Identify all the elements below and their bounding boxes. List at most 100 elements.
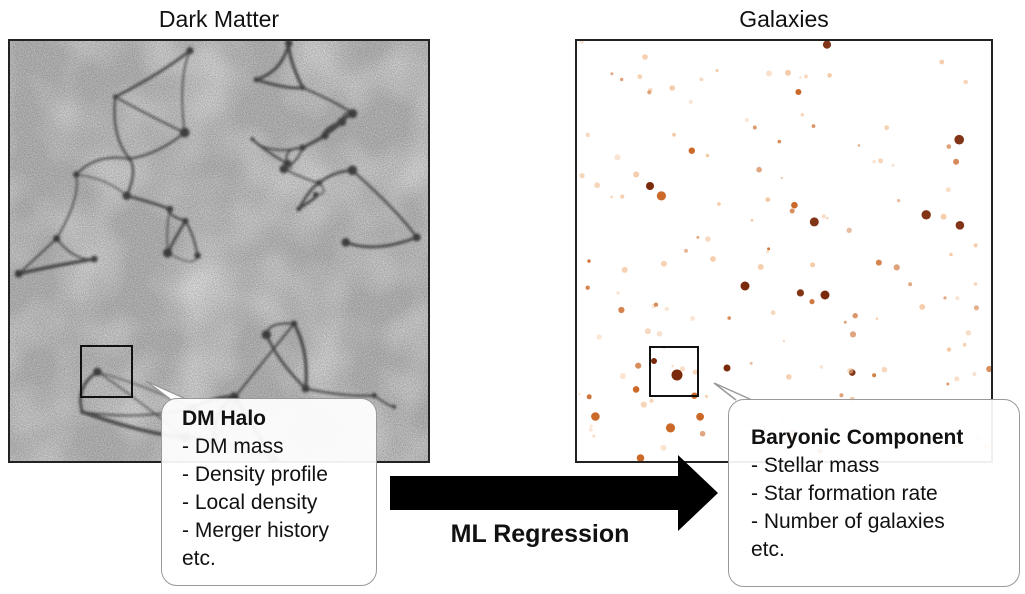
galaxy-dot bbox=[578, 392, 581, 396]
galaxy-dot bbox=[878, 158, 884, 164]
galaxy-dot bbox=[679, 366, 686, 372]
galaxies-title: Galaxies bbox=[739, 6, 829, 32]
galaxy-dot bbox=[660, 260, 667, 267]
galaxy-dot bbox=[973, 282, 978, 286]
dark-matter-title: Dark Matter bbox=[158, 6, 280, 32]
galaxy-dot bbox=[965, 330, 972, 336]
galaxy-dot bbox=[705, 153, 710, 158]
galaxy-dot bbox=[822, 41, 832, 49]
galaxy-dot bbox=[972, 372, 977, 377]
galaxy-dot bbox=[640, 401, 647, 408]
galaxy-dot bbox=[919, 304, 926, 310]
galaxy-dot bbox=[744, 118, 749, 122]
galaxy-dot bbox=[749, 361, 753, 365]
galaxy-dot bbox=[973, 305, 979, 311]
galaxy-dot bbox=[954, 376, 960, 382]
galaxy-dot bbox=[752, 125, 757, 130]
galaxy-dot bbox=[780, 176, 783, 180]
galaxy-dot bbox=[954, 134, 964, 145]
galaxy-dot bbox=[821, 214, 826, 219]
galaxy-dot bbox=[827, 73, 832, 78]
galaxy-dot bbox=[651, 358, 657, 364]
galaxy-dot bbox=[770, 310, 776, 316]
galaxy-dot bbox=[579, 173, 585, 179]
galaxy-dot bbox=[587, 259, 591, 263]
galaxies-field bbox=[578, 41, 991, 461]
dm-callout-tail bbox=[145, 380, 187, 400]
galaxy-dot bbox=[635, 362, 642, 369]
dm-halo-heading: DM Halo bbox=[182, 407, 266, 430]
baryonic-item: - Stellar mass bbox=[751, 454, 880, 477]
galaxy-dot bbox=[727, 316, 731, 320]
galaxy-dot bbox=[692, 369, 698, 375]
galaxy-dot bbox=[656, 191, 666, 201]
galaxy-dot bbox=[669, 85, 675, 91]
galaxy-dot bbox=[785, 69, 791, 76]
galaxy-dot bbox=[705, 236, 711, 242]
galaxy-dot bbox=[945, 187, 951, 193]
galaxy-dot bbox=[632, 386, 640, 393]
galaxy-dot bbox=[665, 423, 676, 433]
galaxy-dot bbox=[777, 139, 782, 144]
galaxies-image bbox=[575, 39, 993, 463]
galaxy-dot bbox=[750, 218, 754, 222]
galaxy-dot bbox=[585, 285, 590, 290]
galaxy-dot bbox=[962, 342, 967, 347]
galaxy-dot bbox=[585, 132, 590, 138]
galaxy-dot bbox=[849, 331, 857, 338]
galaxy-dot bbox=[740, 281, 750, 291]
galaxy-dot bbox=[943, 296, 947, 300]
galaxy-dot bbox=[940, 213, 947, 220]
galaxy-dot bbox=[592, 434, 596, 438]
galaxy-dot bbox=[897, 199, 901, 203]
galaxy-dot bbox=[875, 317, 879, 321]
galaxy-dot bbox=[683, 248, 689, 253]
ml-regression-arrow bbox=[390, 455, 718, 531]
galaxy-dot bbox=[765, 197, 771, 203]
galaxy-dot bbox=[644, 328, 651, 335]
galaxy-dot bbox=[881, 366, 888, 373]
galaxy-dot bbox=[620, 77, 624, 82]
galaxy-dot bbox=[699, 77, 704, 82]
galaxy-dot bbox=[946, 144, 952, 149]
galaxy-dot bbox=[699, 430, 706, 437]
galaxy-dot bbox=[596, 334, 602, 340]
galaxy-dot bbox=[664, 306, 669, 312]
galaxy-dot bbox=[846, 227, 852, 233]
galaxy-dot bbox=[884, 125, 890, 131]
galaxy-dot bbox=[875, 259, 882, 266]
galaxy-dot bbox=[843, 320, 847, 324]
galaxy-dot bbox=[715, 69, 719, 72]
galaxy-dot bbox=[688, 147, 695, 154]
galaxy-dot bbox=[633, 171, 640, 178]
galaxy-dot bbox=[799, 76, 802, 79]
dm-halo-item: - Density profile bbox=[182, 463, 328, 486]
baryonic-item: etc. bbox=[751, 538, 785, 561]
galaxy-dot bbox=[891, 163, 895, 167]
galaxy-dot bbox=[688, 99, 693, 104]
galaxy-dot bbox=[946, 347, 952, 352]
galaxy-dot bbox=[791, 201, 798, 209]
galaxy-dot bbox=[621, 266, 628, 273]
galaxy-dot bbox=[610, 195, 613, 199]
galaxy-dot bbox=[963, 79, 968, 85]
galaxy-dot bbox=[766, 70, 772, 77]
galaxy-dot bbox=[789, 208, 795, 214]
galaxy-dot bbox=[782, 339, 786, 343]
galaxy-dot bbox=[690, 316, 695, 321]
galaxy-dot bbox=[939, 59, 945, 65]
galaxy-dot bbox=[704, 394, 709, 399]
galaxy-dot bbox=[620, 194, 625, 199]
galaxy-dot bbox=[653, 302, 659, 307]
galaxy-dot bbox=[809, 217, 819, 227]
galaxy-dot bbox=[795, 89, 802, 95]
galaxy-dot bbox=[672, 132, 676, 137]
galaxy-dot bbox=[710, 256, 716, 262]
galaxy-dot bbox=[589, 424, 593, 428]
galaxy-dot bbox=[618, 306, 625, 314]
baryonic-item: - Number of galaxies bbox=[751, 510, 945, 533]
galaxy-dot bbox=[766, 250, 769, 254]
galaxy-dot bbox=[717, 202, 721, 206]
galaxy-dot bbox=[973, 243, 978, 248]
galaxy-dot bbox=[671, 369, 683, 381]
